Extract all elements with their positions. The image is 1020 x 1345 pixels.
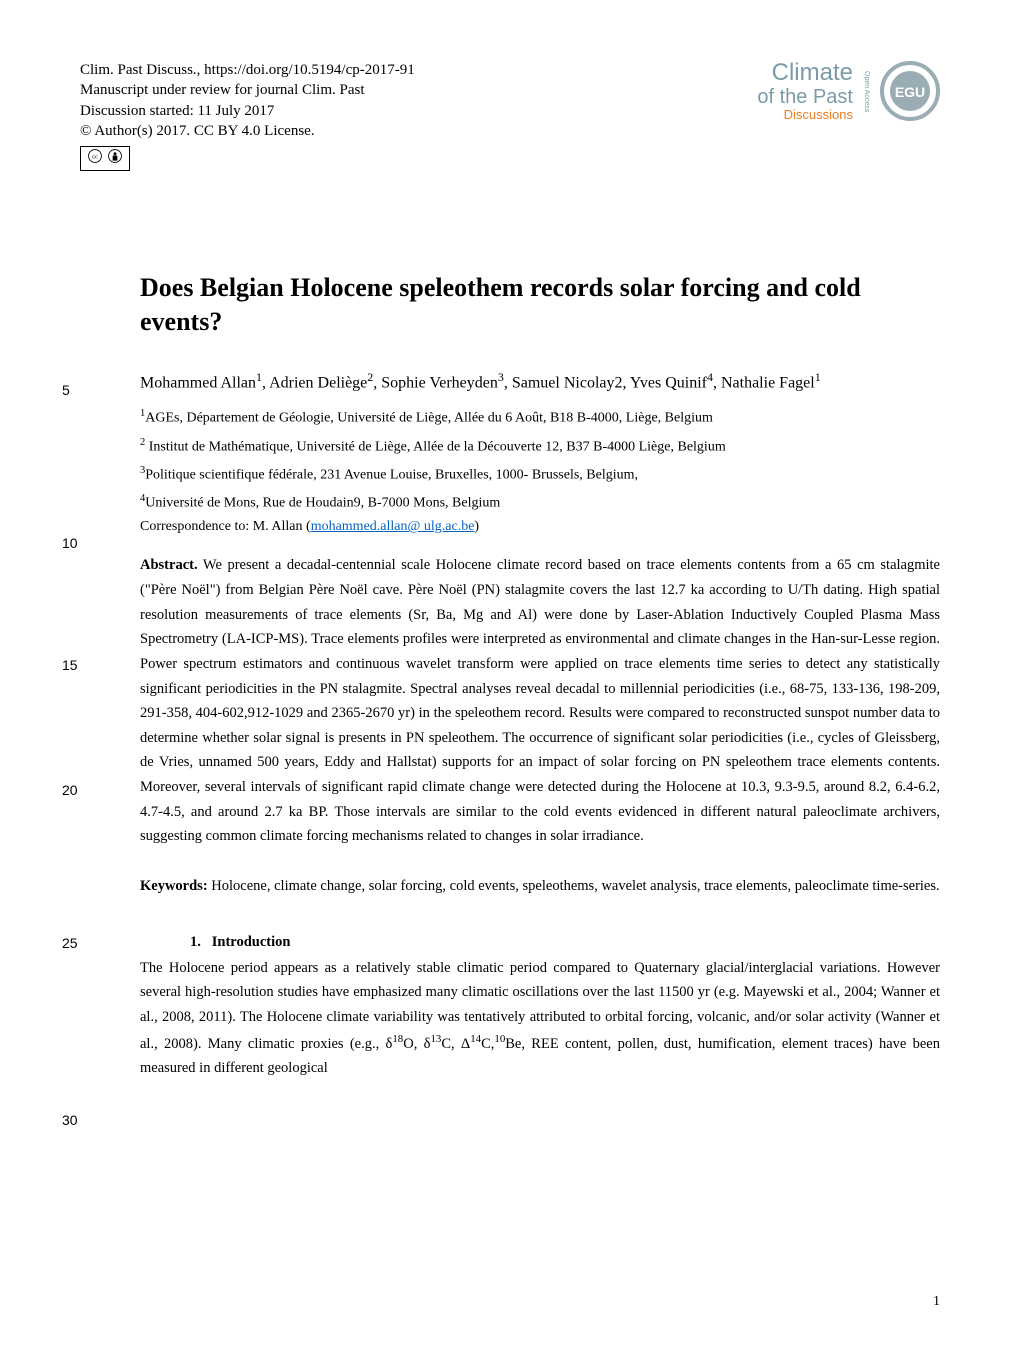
line-number-10: 10: [62, 535, 78, 551]
paper-title: Does Belgian Holocene speleothem records…: [140, 271, 940, 339]
keywords-label: Keywords:: [140, 878, 208, 894]
intro-paragraph: The Holocene period appears as a relativ…: [140, 956, 940, 1081]
open-access-label: Open Access: [863, 71, 870, 112]
abstract-text: We present a decadal-centennial scale Ho…: [140, 557, 940, 844]
page-number: 1: [933, 1294, 940, 1310]
cc-icon: cc: [88, 149, 102, 168]
keywords-block: Keywords: Holocene, climate change, sola…: [140, 874, 940, 899]
journal-discussions: Discussions: [757, 108, 853, 122]
license-text: © Author(s) 2017. CC BY 4.0 License.: [80, 121, 415, 141]
keywords-text: Holocene, climate change, solar forcing,…: [208, 878, 940, 894]
line-number-5: 5: [62, 382, 70, 398]
abstract-label: Abstract.: [140, 557, 198, 573]
abstract-block: Abstract. We present a decadal-centennia…: [140, 553, 940, 849]
section-number: 1.: [190, 934, 201, 950]
line-number-15: 15: [62, 657, 78, 673]
affiliations-block: 1AGEs, Département de Géologie, Universi…: [140, 404, 940, 517]
affiliation-3: 3Politique scientifique fédérale, 231 Av…: [140, 461, 940, 489]
journal-ref: Clim. Past Discuss., https://doi.org/10.…: [80, 60, 415, 80]
header-meta: Clim. Past Discuss., https://doi.org/10.…: [80, 60, 415, 171]
line-number-25: 25: [62, 935, 78, 951]
page-header: Clim. Past Discuss., https://doi.org/10.…: [80, 60, 940, 171]
affiliation-4: 4Université de Mons, Rue de Houdain9, B-…: [140, 489, 940, 517]
svg-text:EGU: EGU: [895, 84, 925, 100]
review-status: Manuscript under review for journal Clim…: [80, 80, 415, 100]
svg-text:cc: cc: [92, 154, 98, 160]
by-icon: [108, 149, 122, 168]
correspondence-line: Correspondence to: M. Allan (mohammed.al…: [140, 519, 940, 535]
journal-name-line1: Climate: [757, 60, 853, 86]
affiliation-1: 1AGEs, Département de Géologie, Universi…: [140, 404, 940, 432]
journal-brand-block: Climate of the Past Discussions Open Acc…: [757, 60, 940, 123]
correspondence-email-link[interactable]: mohammed.allan@ ulg.ac.be: [311, 519, 475, 534]
affiliation-2: 2 Institut de Mathématique, Université d…: [140, 433, 940, 461]
cc-license-badge: cc: [80, 146, 130, 171]
section-heading: 1. Introduction: [190, 934, 940, 951]
journal-name-line2: of the Past: [757, 86, 853, 108]
section-title: Introduction: [212, 934, 291, 950]
correspondence-label: Correspondence to: M. Allan (: [140, 519, 311, 534]
discussion-date: Discussion started: 11 July 2017: [80, 101, 415, 121]
line-number-20: 20: [62, 782, 78, 798]
author-list: Mohammed Allan1, Adrien Deliège2, Sophie…: [140, 368, 940, 396]
correspondence-close: ): [474, 519, 479, 534]
egu-logo-icon: EGU: [880, 61, 940, 121]
line-number-30: 30: [62, 1112, 78, 1128]
